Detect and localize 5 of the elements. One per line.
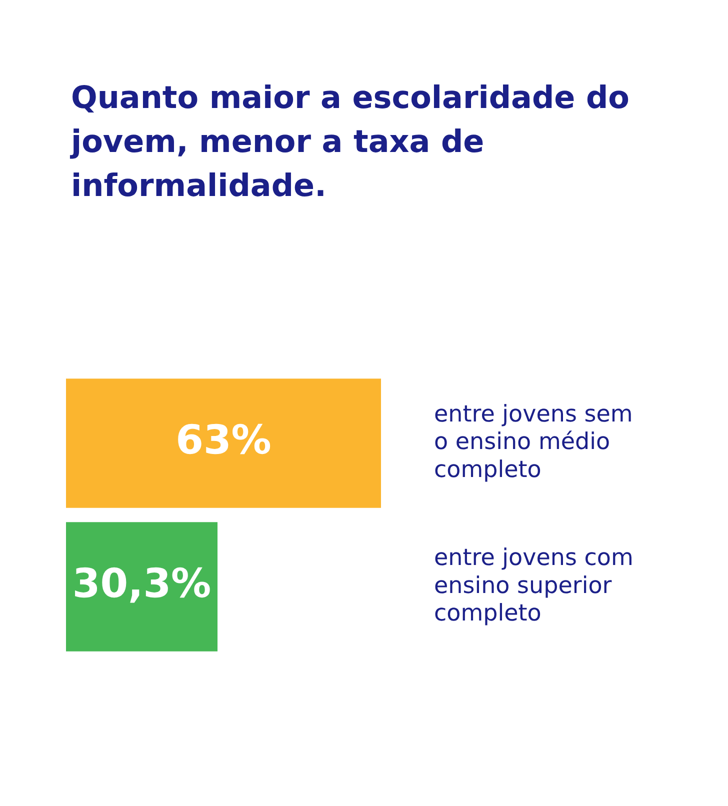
y-tick-label: entre jovens sem o ensino médio completo (434, 402, 633, 483)
data-label: 30,3% (72, 561, 212, 608)
chart-title: Quanto maior a escolaridade do jovem, menor a taxa de informalidade. (71, 79, 630, 206)
data-label: 63% (176, 418, 272, 464)
y-tick-label: entre jovens com ensino superior completo (434, 545, 634, 626)
